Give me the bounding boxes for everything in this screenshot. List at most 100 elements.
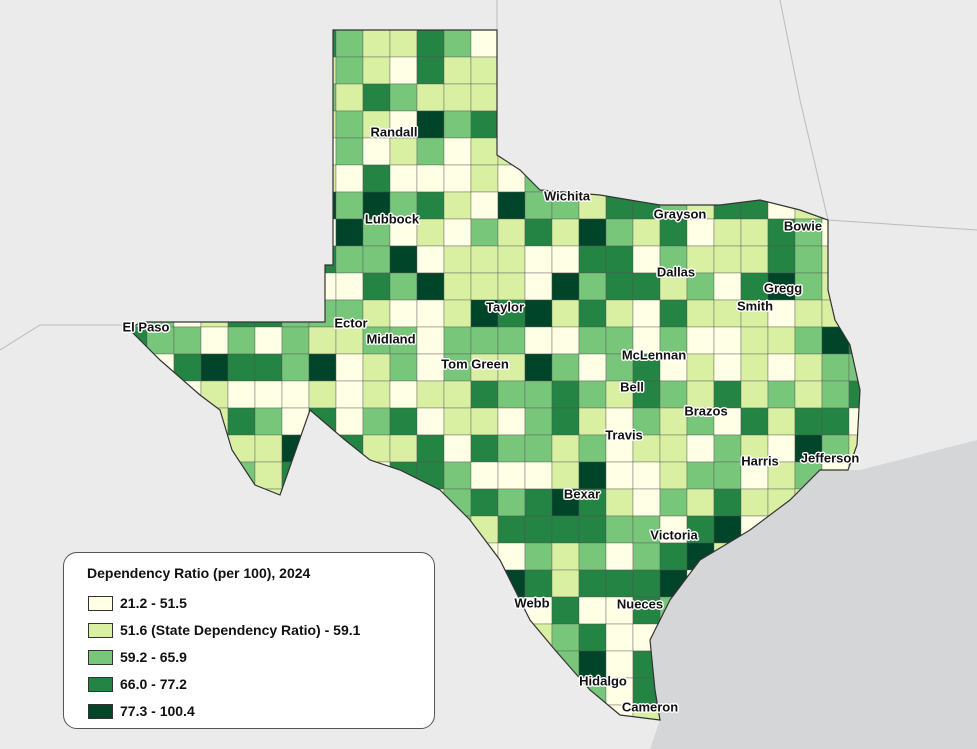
county-cell <box>794 218 823 247</box>
county-cell <box>335 191 364 220</box>
county-cell <box>416 218 445 247</box>
county-cell <box>686 407 715 436</box>
county-cell <box>335 56 364 85</box>
county-cell <box>551 596 580 625</box>
county-cell <box>416 56 445 85</box>
county-cell <box>578 434 607 463</box>
county-cell <box>362 299 391 328</box>
county-label: Bell <box>620 379 644 395</box>
county-cell <box>497 299 526 328</box>
county-cell <box>659 542 688 571</box>
county-cell <box>578 245 607 274</box>
county-cell <box>443 83 472 112</box>
county-cell <box>470 407 499 436</box>
county-cell <box>497 434 526 463</box>
county-cell <box>470 218 499 247</box>
county-label: Webb <box>514 595 550 611</box>
county-cell <box>578 569 607 598</box>
county-cell <box>281 326 310 355</box>
county-cell <box>524 461 553 490</box>
county-cell <box>578 326 607 355</box>
county-cell <box>767 245 796 274</box>
county-cell <box>416 30 445 58</box>
legend-label: 77.3 - 100.4 <box>120 703 195 719</box>
legend-label: 59.2 - 65.9 <box>120 649 187 665</box>
county-cell <box>551 515 580 544</box>
county-cell <box>173 326 202 355</box>
county-cell <box>470 191 499 220</box>
county-cell <box>551 353 580 382</box>
county-cell <box>524 191 553 220</box>
county-cell <box>227 380 256 409</box>
county-cell <box>497 488 526 517</box>
county-cell <box>551 623 580 652</box>
county-cell <box>362 272 391 301</box>
county-cell <box>362 83 391 112</box>
legend-label: 21.2 - 51.5 <box>120 595 187 611</box>
legend-swatch <box>88 676 113 692</box>
county-cell <box>200 353 229 382</box>
county-cell <box>470 326 499 355</box>
county-cell <box>551 218 580 247</box>
county-cell <box>416 83 445 112</box>
county-cell <box>362 110 391 139</box>
county-cell <box>416 191 445 220</box>
county-cell <box>497 218 526 247</box>
county-cell <box>605 299 634 328</box>
county-label: Bowie <box>783 218 823 234</box>
county-label: Brazos <box>684 403 728 419</box>
county-cell <box>686 488 715 517</box>
county-label: Travis <box>605 427 643 443</box>
county-cell <box>740 461 769 490</box>
county-cell <box>362 56 391 85</box>
county-cell <box>497 272 526 301</box>
county-cell <box>362 380 391 409</box>
county-cell <box>740 272 769 301</box>
county-cell <box>389 83 418 112</box>
county-cell <box>767 326 796 355</box>
county-cell <box>740 353 769 382</box>
county-cell <box>416 137 445 166</box>
county-cell <box>686 272 715 301</box>
county-label: Gregg <box>763 280 803 296</box>
legend-item: 77.3 - 100.4 <box>88 703 195 719</box>
county-cell <box>713 488 742 517</box>
county-cell <box>416 380 445 409</box>
county-cell <box>551 272 580 301</box>
county-cell <box>578 407 607 436</box>
county-cell <box>578 542 607 571</box>
county-cell <box>767 407 796 436</box>
county-cell <box>389 191 418 220</box>
county-cell <box>605 353 634 382</box>
county-cell <box>632 542 661 571</box>
county-cell <box>389 164 418 193</box>
legend-swatch <box>88 622 113 638</box>
county-cell <box>524 299 553 328</box>
county-cell <box>443 30 472 58</box>
county-cell <box>686 461 715 490</box>
county-label: Jefferson <box>800 450 860 466</box>
county-cell <box>227 353 256 382</box>
county-cell <box>551 299 580 328</box>
county-cell <box>524 434 553 463</box>
county-cell <box>470 488 499 517</box>
county-label: McLennan <box>621 347 687 363</box>
county-cell <box>821 407 850 436</box>
county-cell <box>281 380 310 409</box>
county-cell <box>659 353 688 382</box>
county-cell <box>416 299 445 328</box>
county-cell <box>821 434 850 463</box>
county-cell <box>686 218 715 247</box>
county-cell <box>740 380 769 409</box>
county-cell <box>362 326 391 355</box>
county-cell <box>713 326 742 355</box>
county-cell <box>767 272 796 301</box>
county-cell <box>524 569 553 598</box>
county-cell <box>794 407 823 436</box>
county-cell <box>713 434 742 463</box>
county-cell <box>605 245 634 274</box>
county-cell <box>335 245 364 274</box>
county-cell <box>362 245 391 274</box>
county-cell <box>686 299 715 328</box>
county-cell <box>470 461 499 490</box>
